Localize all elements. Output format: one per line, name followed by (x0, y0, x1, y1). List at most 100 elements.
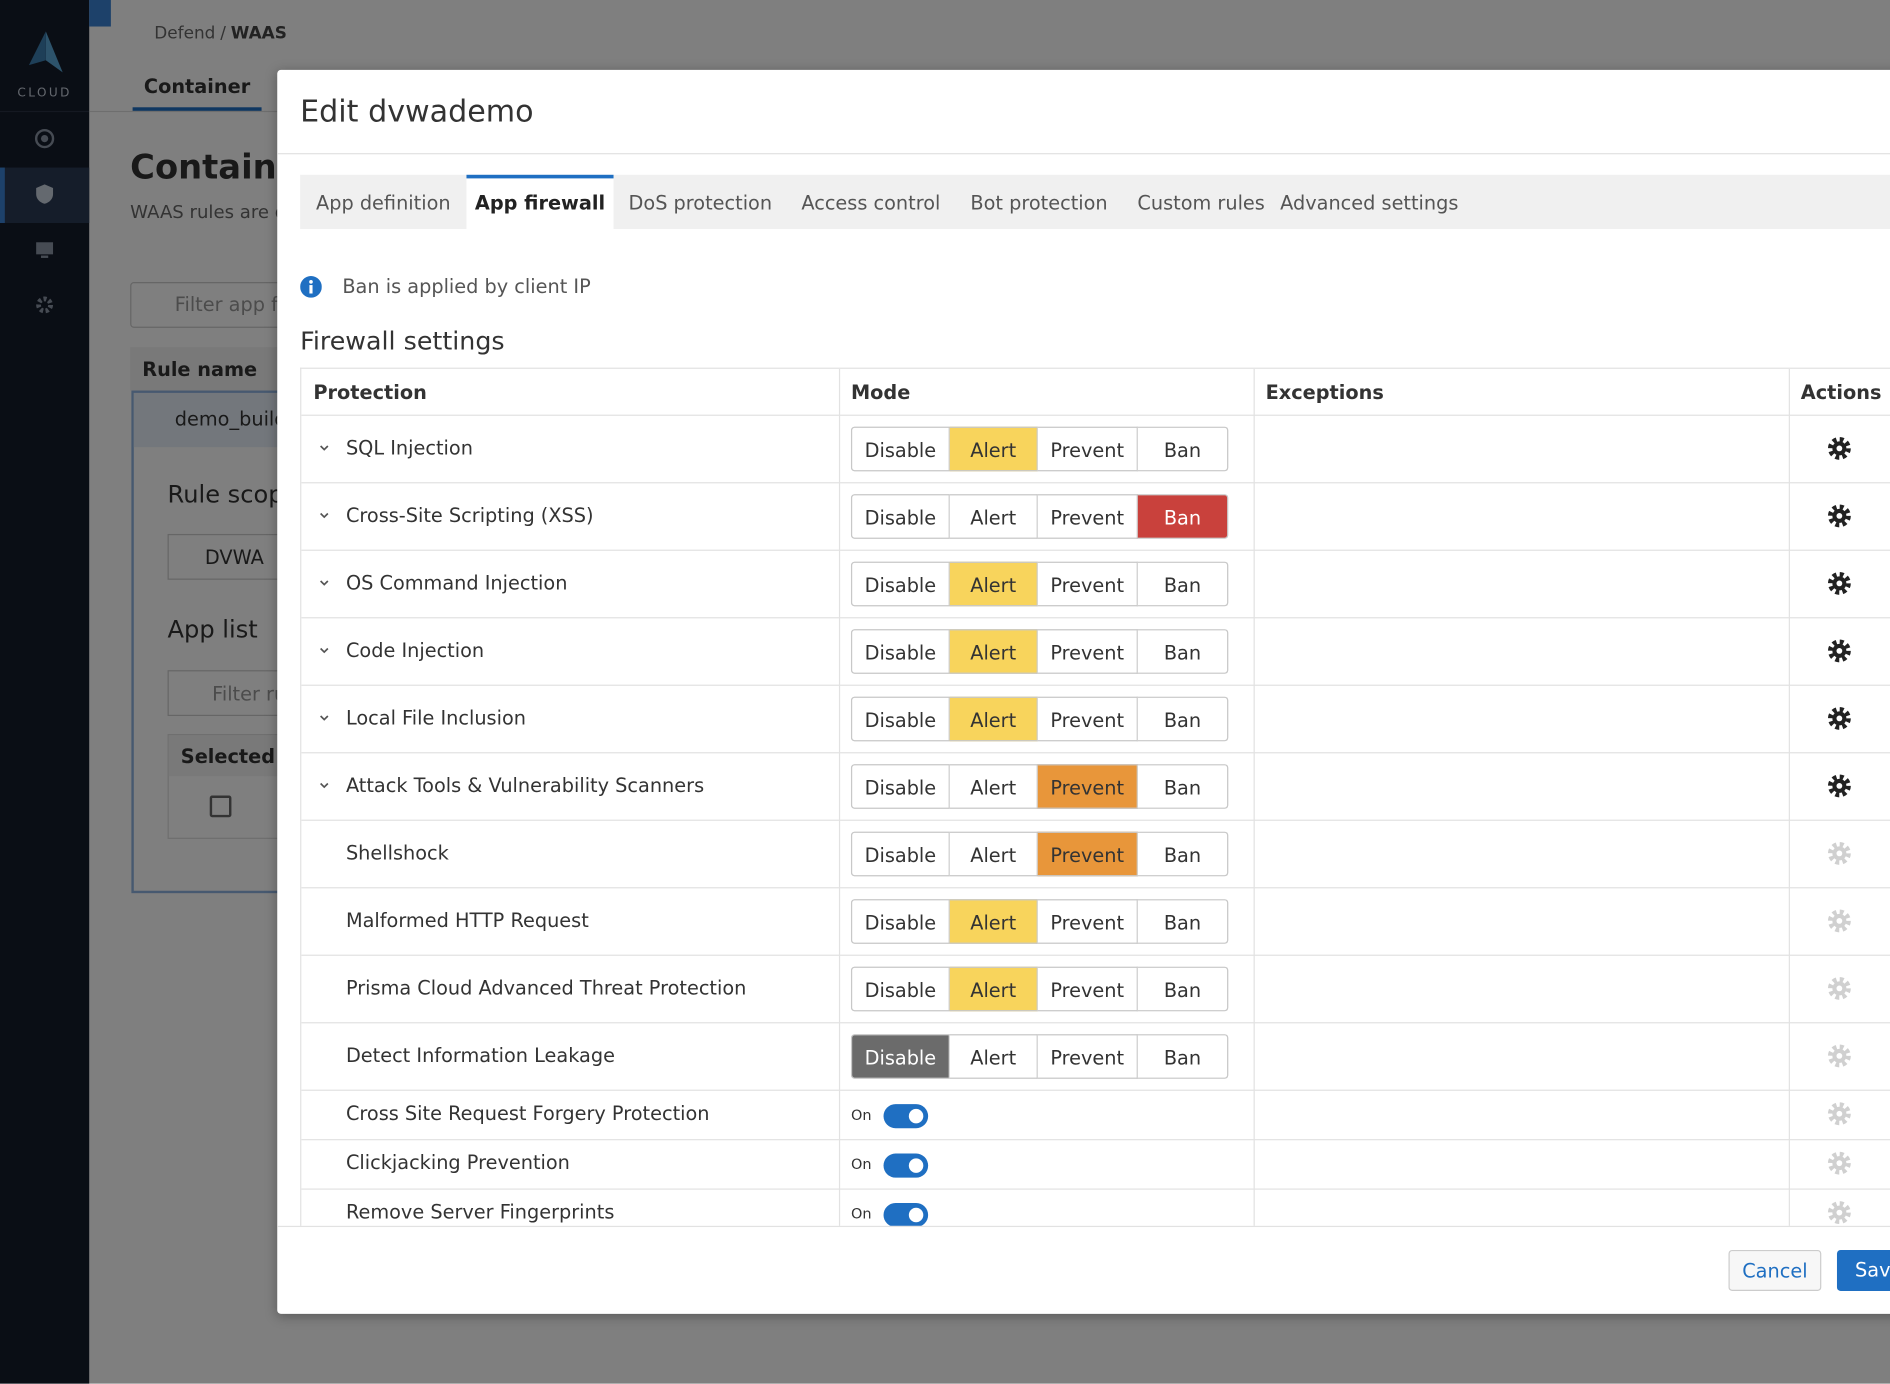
mode-button[interactable]: Disable (850, 561, 950, 607)
mode-button[interactable]: Alert (949, 831, 1038, 877)
toggle[interactable] (883, 1153, 929, 1178)
toggle[interactable] (883, 1202, 929, 1226)
row-divider (301, 617, 1890, 619)
toggle[interactable] (883, 1104, 929, 1129)
tab[interactable]: Bot protection (970, 191, 1108, 215)
protection-name: Prisma Cloud Advanced Threat Protection (345, 976, 747, 1000)
column-header: Protection (313, 380, 427, 404)
row-divider (301, 549, 1890, 551)
protection-name: Clickjacking Prevention (345, 1151, 570, 1175)
mode-button[interactable]: Alert (949, 1034, 1038, 1079)
mode-button[interactable]: Prevent (1037, 764, 1138, 809)
mode-button[interactable]: Ban (1137, 764, 1229, 809)
gear-icon (1827, 909, 1851, 933)
mode-button[interactable]: Alert (949, 696, 1038, 742)
mode-button[interactable]: Disable (850, 696, 950, 742)
tab[interactable]: DoS protection (628, 191, 773, 215)
column-header: Actions (1800, 380, 1882, 404)
mode-button[interactable]: Disable (850, 426, 950, 472)
toggle-knob (908, 1158, 924, 1173)
row-divider (301, 954, 1890, 956)
tab[interactable]: Access control (801, 191, 941, 215)
gear-icon (1827, 571, 1851, 595)
column-divider (1253, 368, 1255, 1226)
tab[interactable]: App firewall (466, 174, 614, 230)
mode-button[interactable]: Alert (949, 426, 1038, 472)
gear-icon (1827, 639, 1851, 663)
mode-button[interactable]: Prevent (1037, 696, 1138, 742)
toggle-knob (908, 1207, 924, 1223)
cancel-button[interactable]: Cancel (1728, 1249, 1822, 1291)
mode-button[interactable]: Ban (1137, 696, 1229, 742)
title-divider (277, 153, 1890, 155)
mode-button[interactable]: Alert (949, 561, 1038, 607)
column-divider (1788, 368, 1790, 1226)
modal: Edit dvwademo App definition App firewall D… (277, 69, 1890, 1314)
save-button[interactable]: Save (1836, 1249, 1890, 1291)
mode-button[interactable]: Ban (1137, 966, 1229, 1012)
mode-button[interactable]: Ban (1137, 1034, 1229, 1079)
mode-button[interactable]: Prevent (1037, 1034, 1138, 1079)
mode-button[interactable]: Disable (850, 966, 950, 1012)
protection-name: Cross-Site Scripting (XSS) (345, 503, 594, 527)
gear-icon (1827, 504, 1851, 528)
footer-divider (277, 1225, 1890, 1228)
mode-button[interactable]: Prevent (1037, 494, 1138, 539)
toggle-label: On (850, 1205, 872, 1223)
mode-button[interactable]: Prevent (1037, 561, 1138, 607)
gear-icon (1827, 841, 1851, 865)
gear-icon (1827, 1044, 1851, 1068)
mode-button[interactable]: Ban (1137, 426, 1229, 472)
protection-name: OS Command Injection (345, 571, 568, 595)
mode-button[interactable]: Prevent (1037, 966, 1138, 1012)
row-divider (301, 887, 1890, 889)
tab[interactable]: Custom rules (1137, 191, 1265, 215)
gear-icon (1827, 976, 1851, 1000)
gear-icon (1827, 1201, 1851, 1225)
mode-button[interactable]: Prevent (1037, 899, 1138, 944)
mode-button[interactable]: Ban (1137, 899, 1229, 944)
mode-button[interactable]: Prevent (1037, 629, 1138, 674)
mode-button[interactable]: Alert (949, 494, 1038, 539)
mode-button[interactable]: Disable (850, 629, 950, 674)
chevron (320, 445, 329, 451)
gear-icon (1827, 1151, 1851, 1175)
mode-button[interactable]: Ban (1137, 831, 1229, 877)
chevron (320, 715, 329, 721)
row-divider (301, 684, 1890, 686)
mode-button[interactable]: Alert (949, 966, 1038, 1012)
gear-icon (1827, 774, 1851, 798)
mode-button[interactable]: Prevent (1037, 831, 1138, 877)
mode-button[interactable]: Ban (1137, 494, 1229, 539)
protection-name: Attack Tools & Vulnerability Scanners (345, 773, 705, 797)
row-divider (301, 819, 1890, 821)
mode-button[interactable]: Disable (850, 1034, 950, 1079)
mode-button[interactable]: Ban (1137, 561, 1229, 607)
protection-name: Malformed HTTP Request (345, 908, 589, 932)
protection-name: Cross Site Request Forgery Protection (345, 1101, 710, 1125)
chevron (320, 647, 329, 654)
mode-button[interactable]: Disable (850, 831, 950, 877)
row-divider (301, 1188, 1890, 1190)
tab[interactable]: App definition (316, 191, 451, 215)
toggle-label: On (850, 1106, 872, 1124)
gear-icon (1827, 436, 1851, 460)
chevron (320, 580, 329, 586)
mode-button[interactable]: Disable (850, 899, 950, 944)
mode-button[interactable]: Disable (850, 494, 950, 539)
protection-name: SQL Injection (345, 436, 473, 460)
section-title: Firewall settings (300, 326, 505, 356)
chevron (320, 512, 329, 519)
column-divider (838, 368, 841, 1226)
toggle-knob (908, 1108, 924, 1124)
mode-button[interactable]: Alert (949, 629, 1038, 674)
info-icon (300, 276, 322, 298)
mode-button[interactable]: Disable (850, 764, 950, 809)
mode-button[interactable]: Prevent (1037, 426, 1138, 472)
mode-button[interactable]: Alert (949, 764, 1038, 809)
mode-button[interactable]: Ban (1137, 629, 1229, 674)
tab[interactable]: Advanced settings (1280, 191, 1459, 215)
column-header: Exceptions (1265, 380, 1384, 404)
mode-button[interactable]: Alert (949, 899, 1038, 944)
protection-name: Remove Server Fingerprints (345, 1200, 615, 1224)
